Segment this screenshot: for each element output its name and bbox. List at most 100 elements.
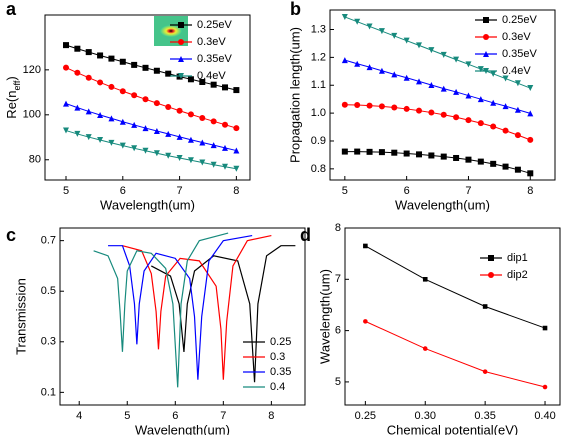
marker <box>465 156 472 163</box>
marker <box>391 71 398 78</box>
marker <box>428 152 435 159</box>
marker <box>403 105 410 112</box>
marker <box>422 346 428 351</box>
marker <box>366 102 373 109</box>
y-tick-label: 7 <box>335 273 341 285</box>
series-line <box>344 16 531 89</box>
marker <box>502 127 509 134</box>
legend-label: 0.25eV <box>502 14 538 26</box>
marker <box>453 88 460 95</box>
marker <box>403 150 410 157</box>
marker <box>233 87 240 94</box>
marker <box>341 101 348 108</box>
x-tick-label: 5 <box>124 410 130 422</box>
marker <box>178 56 184 62</box>
x-tick-label: 0.35 <box>474 410 495 422</box>
marker <box>428 81 435 88</box>
marker <box>440 51 447 58</box>
marker <box>422 277 428 282</box>
marker <box>366 64 373 71</box>
marker <box>514 106 521 113</box>
plot-frame <box>44 14 251 181</box>
x-tick-label: 6 <box>120 185 126 197</box>
marker <box>366 148 373 155</box>
marker <box>165 130 172 137</box>
series-line <box>122 234 272 380</box>
marker <box>187 136 194 143</box>
legend-label: dip1 <box>507 252 528 264</box>
legend-label: 0.3 <box>270 351 285 363</box>
y-tick-label: 1.0 <box>311 107 326 119</box>
x-axis-label: Wavelength(um) <box>395 197 490 212</box>
marker <box>354 60 361 67</box>
y-tick-label: 0.9 <box>311 135 326 147</box>
marker <box>453 56 460 63</box>
marker <box>97 112 104 119</box>
marker <box>119 118 126 125</box>
marker <box>403 74 410 81</box>
marker <box>542 325 548 331</box>
marker <box>119 142 126 149</box>
x-tick-label: 8 <box>527 185 533 197</box>
marker <box>416 107 423 114</box>
marker <box>199 159 206 166</box>
legend-label: 0.4eV <box>197 70 226 82</box>
marker <box>131 145 138 152</box>
marker <box>222 163 229 170</box>
marker <box>440 85 447 92</box>
x-tick-label: 7 <box>177 185 183 197</box>
legend-label: 0.35eV <box>197 53 233 65</box>
marker <box>477 96 484 103</box>
series-line <box>344 151 531 174</box>
marker <box>354 148 361 155</box>
x-tick-label: 5 <box>63 185 69 197</box>
marker <box>483 51 489 57</box>
marker <box>233 147 240 154</box>
marker <box>63 64 70 71</box>
marker <box>63 100 70 107</box>
x-tick-label: 6 <box>404 185 410 197</box>
marker <box>85 108 92 115</box>
marker <box>108 115 115 122</box>
marker <box>465 92 472 99</box>
marker <box>428 109 435 116</box>
marker <box>222 144 229 151</box>
marker <box>391 32 398 39</box>
marker <box>440 111 447 118</box>
y-tick-label: 100 <box>23 109 41 121</box>
legend-label: 0.35eV <box>502 48 538 60</box>
marker <box>142 96 149 103</box>
marker <box>131 61 138 68</box>
marker <box>176 133 183 140</box>
y-tick-label: 0.3 <box>41 336 56 348</box>
marker <box>366 23 373 30</box>
series-line <box>365 245 546 329</box>
marker <box>165 103 172 110</box>
marker <box>488 272 494 278</box>
marker <box>142 147 149 154</box>
panel-label: b <box>290 0 301 19</box>
marker <box>378 67 385 74</box>
marker <box>153 67 160 74</box>
x-tick-label: 6 <box>172 410 178 422</box>
marker <box>483 68 489 74</box>
marker <box>178 22 184 28</box>
legend-label: 0.4 <box>270 381 285 393</box>
marker <box>453 154 460 161</box>
marker <box>176 107 183 114</box>
marker <box>502 103 509 110</box>
x-axis-label: Chemical potential(eV) <box>387 422 519 435</box>
y-tick-label: 120 <box>23 64 41 76</box>
marker <box>477 66 484 73</box>
series-line <box>108 234 253 380</box>
marker <box>477 120 484 127</box>
legend-label: 0.35 <box>270 366 291 378</box>
marker <box>363 243 368 249</box>
marker <box>514 166 521 173</box>
marker <box>222 121 229 128</box>
marker <box>490 99 497 106</box>
y-axis-label: Propagation length(um) <box>287 27 302 163</box>
legend-label: dip2 <box>507 269 528 281</box>
marker <box>514 80 521 87</box>
